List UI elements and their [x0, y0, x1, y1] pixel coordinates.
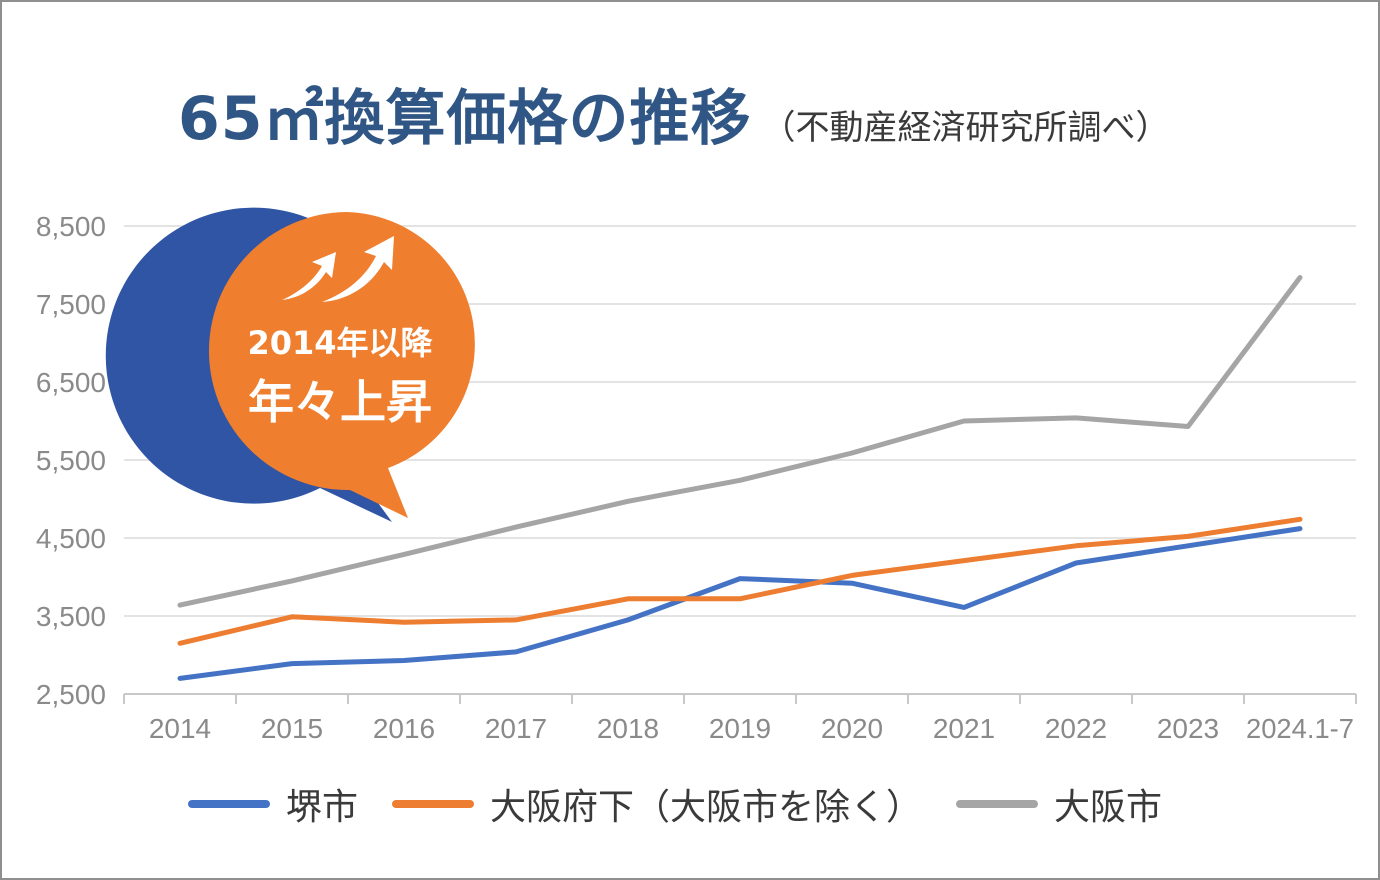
legend-label-osaka-city: 大阪市	[1054, 787, 1163, 828]
badge-line1: 2014年以降	[247, 324, 433, 362]
x-tick-label: 2020	[821, 713, 883, 744]
y-tick-label: 6,500	[36, 367, 106, 398]
badge-bubble	[208, 212, 475, 518]
series-line-2	[177, 275, 1303, 608]
y-tick-label: 3,500	[36, 601, 106, 632]
chart-title-block: 65㎡換算価格の推移 （不動産経済研究所調べ）	[178, 70, 1170, 157]
x-tick-label: 2019	[709, 713, 771, 744]
y-tick-label: 2,500	[36, 679, 106, 710]
badge-line2: 年々上昇	[248, 375, 432, 429]
chart-subtitle: （不動産経済研究所調べ）	[761, 108, 1170, 148]
x-axis: 2014 2015 2016 2017 2018 2019 2020 2021 2022 2023…	[123, 693, 1357, 744]
x-tick-label: 2024.1-7	[1246, 713, 1354, 744]
x-tick-label: 2015	[261, 713, 323, 744]
legend-item-sakai: 堺市	[188, 778, 358, 830]
y-tick-label: 4,500	[36, 523, 106, 554]
legend-swatch-osaka-prefecture	[392, 800, 475, 808]
legend-label-sakai: 堺市	[286, 787, 359, 828]
series-line-0	[177, 526, 1303, 681]
legend-swatch-sakai	[188, 800, 270, 808]
legend-item-osaka-city: 大阪市	[956, 778, 1162, 830]
legend-label-osaka-prefecture: 大阪府下（大阪市を除く）	[490, 787, 923, 828]
series-lines	[177, 275, 1303, 681]
x-tick-label: 2018	[597, 713, 659, 744]
y-tick-label: 5,500	[36, 445, 106, 476]
y-axis-ticks: 2,500 3,500 4,500 5,500 6,500 7,500 8,500	[36, 211, 106, 710]
x-tick-label: 2022	[1045, 713, 1107, 744]
x-tick-label: 2017	[485, 713, 547, 744]
double-up-arrow-icon	[282, 236, 394, 302]
x-tick-label: 2023	[1157, 713, 1219, 744]
series-line-1	[177, 516, 1303, 646]
badge: 2014年以降 年々上昇	[105, 207, 475, 522]
legend-item-osaka-prefecture: 大阪府下（大阪市を除く）	[392, 778, 922, 830]
chart-title: 65㎡換算価格の推移	[178, 84, 752, 154]
y-tick-label: 7,500	[36, 289, 106, 320]
x-tick-label: 2021	[933, 713, 995, 744]
x-tick-label: 2016	[373, 713, 435, 744]
y-tick-label: 8,500	[36, 211, 106, 242]
legend: 堺市 大阪府下（大阪市を除く） 大阪市	[188, 778, 1196, 830]
legend-swatch-osaka-city	[956, 800, 1039, 808]
x-tick-label: 2014	[149, 713, 211, 744]
